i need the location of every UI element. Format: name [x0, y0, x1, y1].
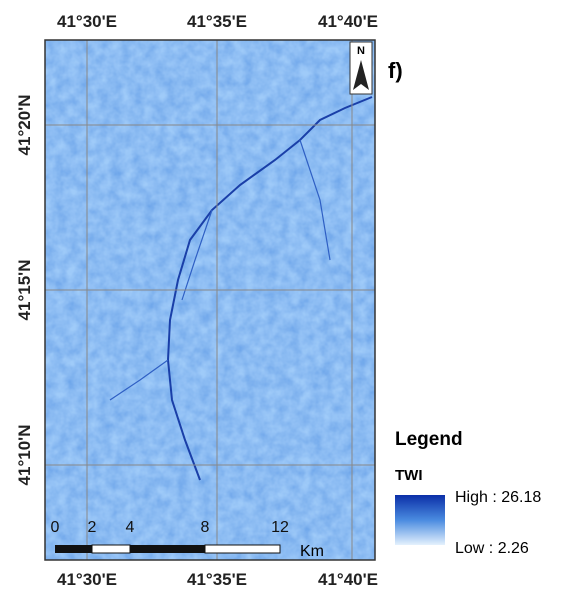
scale-label: 4: [126, 519, 135, 536]
scale-unit: Km: [300, 543, 324, 560]
scale-label: 8: [201, 519, 210, 536]
drainage-line: [166, 96, 373, 481]
top-coord: 41°40'E: [318, 12, 378, 31]
legend-layer: TWI: [395, 467, 423, 484]
left-coord: 41°15'N: [15, 260, 34, 321]
drainage-line: [109, 139, 331, 401]
legend-title: Legend: [395, 429, 463, 450]
bottom-coord: 41°30'E: [57, 570, 117, 589]
panel-label: f): [388, 58, 403, 83]
scale-label: 0: [51, 519, 60, 536]
twi-raster: [45, 40, 375, 560]
north-arrow: [353, 60, 369, 90]
legend-low: Low : 2.26: [455, 540, 529, 557]
map-frame: [44, 39, 376, 561]
top-coord: 41°30'E: [57, 12, 117, 31]
legend-ramp: [395, 495, 445, 545]
scale-bar: [55, 544, 281, 554]
left-coord: 41°10'N: [15, 425, 34, 486]
scale-label: 12: [271, 519, 289, 536]
left-coord: 41°20'N: [15, 95, 34, 156]
legend-high: High : 26.18: [455, 489, 541, 506]
north-label: N: [357, 45, 365, 57]
bottom-coord: 41°35'E: [187, 570, 247, 589]
top-coord: 41°35'E: [187, 12, 247, 31]
graticule: [45, 40, 375, 560]
map-area: N 0 2 4 8 12 Km: [44, 39, 376, 561]
scale-label: 2: [88, 519, 97, 536]
bottom-coord: 41°40'E: [318, 570, 378, 589]
